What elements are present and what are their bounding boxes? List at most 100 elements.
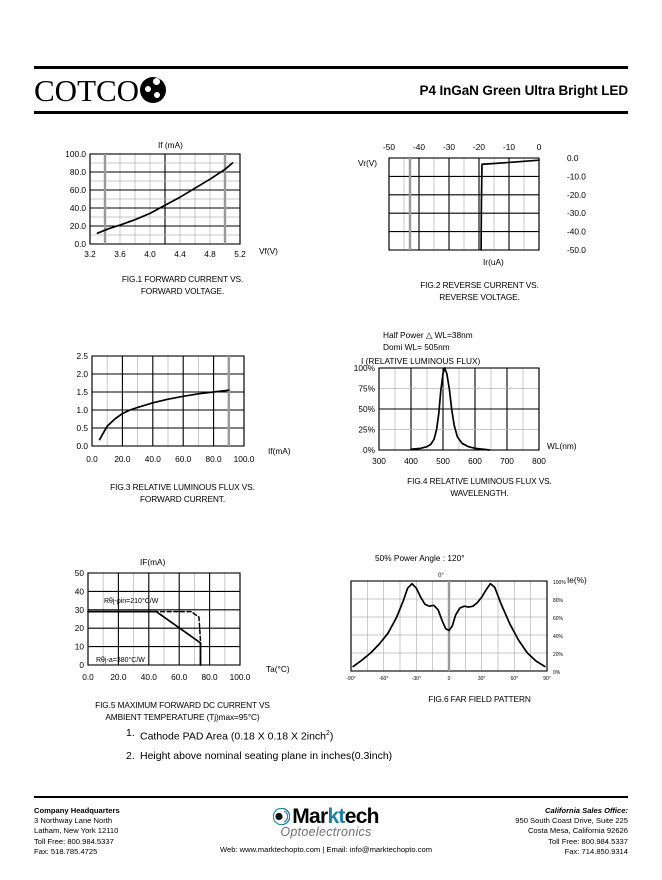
chart-row-1: If (mA) Vf(V) 3.2 3.6 4.0 4.4 4.8 5.2 0.0 20.0 4… (34, 140, 628, 308)
svg-text:4.4: 4.4 (174, 249, 186, 259)
svg-text:0: 0 (448, 676, 451, 682)
svg-text:20: 20 (75, 623, 85, 633)
svg-text:5.2: 5.2 (234, 249, 246, 259)
page-header: COTCO P4 InGaN Green Ultra Bright LED (34, 66, 628, 114)
chart-fig6: 50% Power Angle : 120° Ie(%) -90° -60° -30… (331, 553, 628, 739)
charts-container: If (mA) Vf(V) 3.2 3.6 4.0 4.4 4.8 5.2 0.0 20.0 4… (34, 140, 628, 739)
fig5-ylabel: IF(mA) (140, 557, 166, 567)
fig6-note-power-angle: 50% Power Angle : 120° (375, 553, 465, 563)
svg-text:50: 50 (75, 568, 85, 578)
fig1-xlabel: Vf(V) (259, 246, 278, 256)
svg-text:-20: -20 (473, 142, 485, 152)
svg-text:500: 500 (436, 456, 450, 466)
footer-headquarters: Company Headquarters 3 Northway Lane Nor… (34, 806, 204, 857)
note-1-text: Cathode PAD Area (0.18 X 0.18 X 2inch2) (140, 730, 334, 743)
svg-text:75%: 75% (358, 384, 375, 394)
svg-text:0%: 0% (363, 445, 376, 455)
svg-text:40.0: 40.0 (145, 454, 162, 464)
hq-fax: Fax: 518.785.4725 (34, 846, 98, 856)
svg-text:0.0: 0.0 (567, 153, 579, 163)
notes-list: 1. Cathode PAD Area (0.18 X 0.18 X 2inch… (126, 724, 546, 766)
sales-heading: California Sales Office: (545, 806, 628, 815)
fig4-note-dominant: Domi WL= 505nm (383, 342, 450, 352)
fig5-xlabel: Ta(°C) (266, 664, 290, 674)
marktech-logo: Marktech (209, 806, 444, 827)
svg-text:40.0: 40.0 (70, 203, 87, 213)
svg-text:0.0: 0.0 (74, 239, 86, 249)
cotco-logo: COTCO (34, 75, 167, 106)
fig6-caption: FIG.6 FAR FIELD PATTERN (428, 694, 531, 704)
svg-text:4.0: 4.0 (144, 249, 156, 259)
svg-text:20%: 20% (553, 652, 564, 658)
svg-text:0: 0 (79, 660, 84, 670)
svg-text:-20.0: -20.0 (567, 190, 586, 200)
footer-marktech: Marktech Optoelectronics Web: www.markte… (209, 806, 444, 857)
chart-row-3: IF(mA) Ta(°C) Rθj-pin=210°C/W Rθj-a=380°… (34, 553, 628, 739)
note-1-number: 1. (126, 727, 135, 739)
svg-text:3.2: 3.2 (84, 249, 96, 259)
svg-text:10: 10 (75, 642, 85, 652)
svg-text:30°: 30° (478, 676, 486, 682)
fig2-xlabel: Ir(uA) (483, 257, 504, 267)
header-rule-top (34, 66, 628, 69)
svg-text:400: 400 (404, 456, 418, 466)
svg-text:0.0: 0.0 (76, 441, 88, 451)
svg-text:100.0: 100.0 (230, 672, 251, 682)
fig4-caption: FIG.4 RELATIVE LUMINOUS FLUX VS. WAVELEN… (407, 476, 552, 498)
hq-address-1: 3 Northway Lane North (34, 816, 113, 826)
sales-toll-free: Toll Free: 800.984.5337 (548, 836, 628, 846)
chart-fig5: IF(mA) Ta(°C) Rθj-pin=210°C/W Rθj-a=380°… (34, 557, 331, 739)
fig4-plot: 300 400 500 600 700 800 0% 25% 50% 75% 100% (354, 363, 547, 466)
svg-text:80.0: 80.0 (206, 454, 223, 464)
svg-text:60.0: 60.0 (70, 185, 87, 195)
fig2-caption: FIG.2 REVERSE CURRENT VS. REVERSE VOLTAG… (420, 280, 539, 302)
marktech-swirl-icon (273, 808, 291, 825)
svg-text:1.5: 1.5 (76, 387, 88, 397)
fig4-xlabel: WL(nm) (547, 441, 577, 451)
svg-text:20.0: 20.0 (110, 672, 127, 682)
svg-text:80.0: 80.0 (202, 672, 219, 682)
svg-text:60°: 60° (511, 676, 519, 682)
svg-text:-30: -30 (443, 142, 455, 152)
fig5-caption: FIG.5 MAXIMUM FORWARD DC CURRENT VS AMBI… (95, 700, 270, 722)
svg-text:60.0: 60.0 (175, 454, 192, 464)
svg-text:40%: 40% (553, 634, 564, 640)
svg-text:100%: 100% (354, 363, 376, 373)
svg-text:3.6: 3.6 (114, 249, 126, 259)
note-2-number: 2. (126, 749, 135, 762)
fig3-plot: 0.0 20.0 40.0 60.0 80.0 100.0 0.0 0.5 1.0 1.5 2.0 2… (76, 351, 254, 464)
footer-rule (34, 796, 628, 798)
footer-sales-office: California Sales Office: 950 South Coast… (448, 806, 628, 857)
cotco-circle-logo-icon (140, 77, 167, 103)
fig1-plot: 3.2 3.6 4.0 4.4 4.8 5.2 0.0 20.0 40.0 60.0 80.0 100… (65, 149, 246, 259)
svg-text:50%: 50% (358, 404, 375, 414)
svg-text:700: 700 (500, 456, 514, 466)
marktech-wordmark: Marktech (292, 805, 379, 828)
hq-address-2: Latham, New York 12110 (34, 826, 119, 836)
svg-text:40.0: 40.0 (141, 672, 158, 682)
note-2-text: Height above nominal seating plane in in… (140, 749, 393, 762)
svg-text:25%: 25% (358, 425, 375, 435)
fig5-annotation-upper: Rθj-pin=210°C/W (104, 598, 159, 605)
fig6-plot: -90° -60° -30° 0 30° 60° 90°0% 20% 40% 60% 80% 100%… (346, 573, 566, 682)
chart-fig4: Half Power △ WL=38nm Domi WL= 505nm I (R… (331, 330, 628, 519)
svg-text:80.0: 80.0 (70, 167, 87, 177)
svg-text:40: 40 (75, 586, 85, 596)
svg-text:20.0: 20.0 (114, 454, 131, 464)
svg-text:60%: 60% (553, 616, 564, 622)
svg-text:-10: -10 (503, 142, 515, 152)
svg-text:1.0: 1.0 (76, 405, 88, 415)
fig6-ylabel: Ie(%) (567, 575, 587, 585)
svg-text:-30°: -30° (412, 676, 421, 682)
svg-text:2.0: 2.0 (76, 369, 88, 379)
hq-heading: Company Headquarters (34, 806, 120, 815)
svg-text:2.5: 2.5 (76, 351, 88, 361)
svg-text:-60°: -60° (379, 676, 388, 682)
svg-text:0%: 0% (553, 670, 561, 676)
fig4-ylabel: I (RELATIVE LUMINOUS FLUX) (361, 356, 481, 366)
svg-text:0.0: 0.0 (82, 672, 94, 682)
svg-text:0: 0 (537, 142, 542, 152)
svg-text:100.0: 100.0 (65, 149, 86, 159)
sales-fax: Fax: 714.850.9314 (564, 846, 628, 856)
fig2-plot: -50 -40 -30 -20 -10 0 0.0 -10.0 -20.0 -30.0 -40.0 -… (383, 142, 586, 255)
